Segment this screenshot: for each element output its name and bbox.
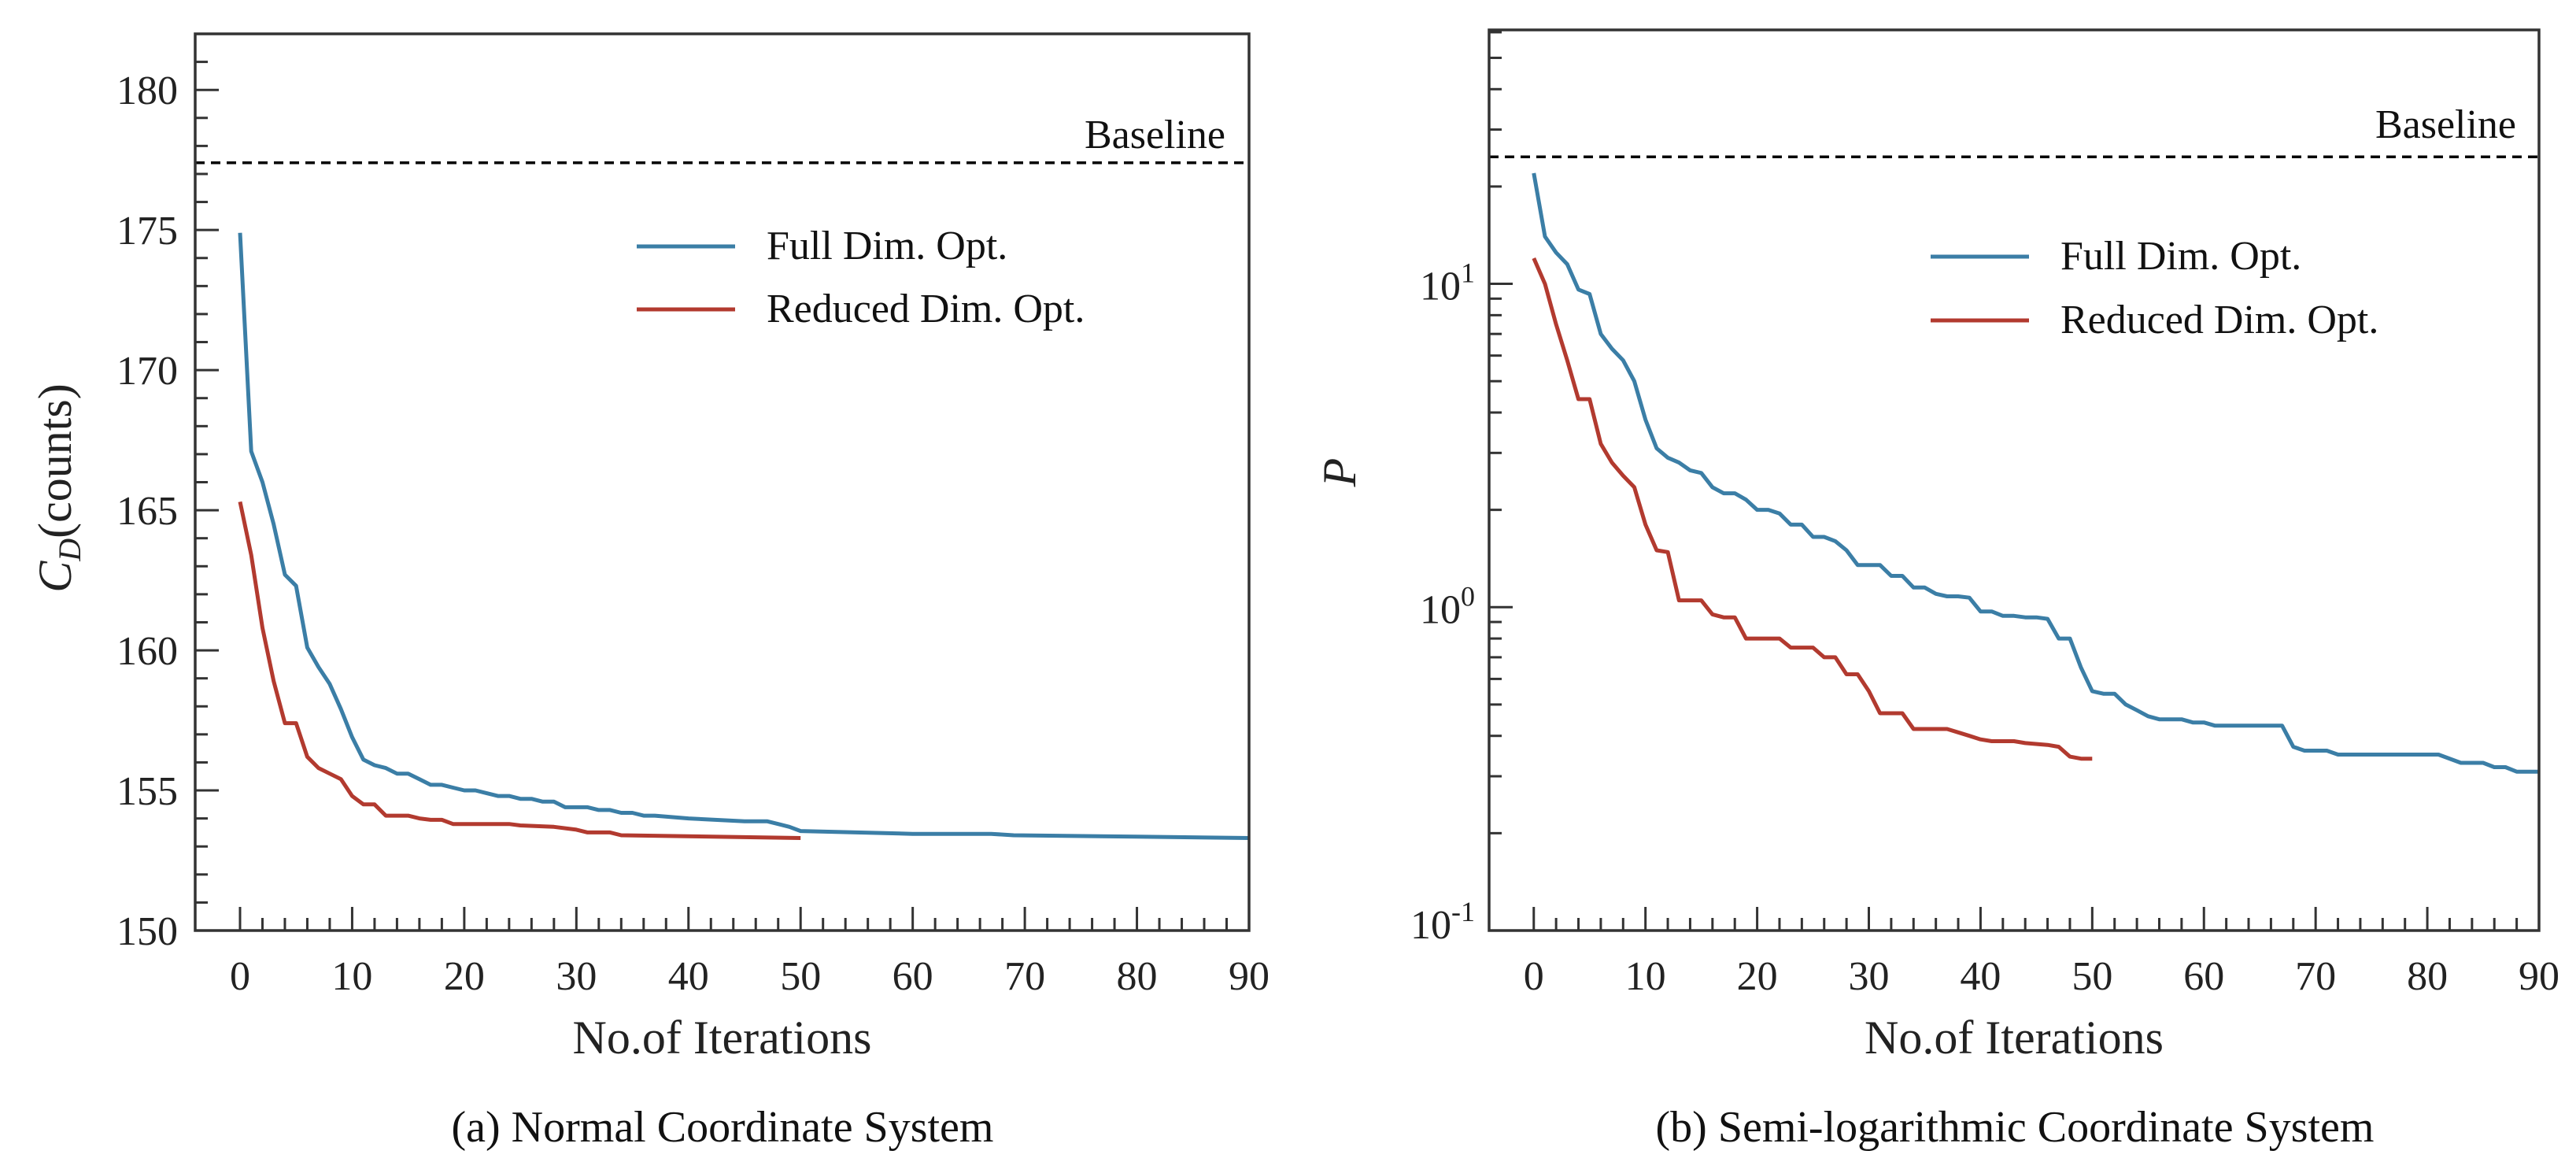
x-tick-label: 20: [1737, 954, 1778, 999]
series-line-full-dim-opt: [238, 232, 1250, 840]
x-tick-label: 30: [1849, 954, 1890, 999]
y-tick-label: 170: [116, 349, 178, 394]
x-tick-label: 40: [668, 954, 709, 999]
y-tick-base: 10: [1420, 265, 1461, 309]
x-tick-label: 70: [1004, 954, 1045, 999]
y-label-unit: (counts): [29, 383, 81, 538]
plot-frame: [1488, 28, 2541, 932]
legend-label: Full Dim. Opt.: [767, 224, 1007, 268]
y-tick-exponent: 0: [1461, 580, 1475, 612]
y-tick-label: 175: [116, 209, 178, 253]
x-tick-label: 50: [780, 954, 821, 999]
series-line-full-dim-opt: [1532, 172, 2539, 774]
y-tick-label: 160: [116, 629, 178, 674]
chart-panel-a: 0 10 20 30 40 50 60 70 80 90 150 155 160 165 170 175 180…: [29, 32, 1270, 1152]
y-tick-exponent: -1: [1451, 896, 1475, 927]
x-tick-label: 90: [1229, 954, 1270, 999]
x-tick-label: 70: [2295, 954, 2336, 999]
y-tick-label: 101: [1420, 257, 1475, 309]
x-tick-label: 0: [1524, 954, 1544, 999]
legend-label: Full Dim. Opt.: [2060, 234, 2301, 279]
x-axis-label: No.of Iterations: [573, 1012, 872, 1064]
y-tick-label: 10-1: [1410, 896, 1475, 948]
series-line-reduced-dim-opt: [1532, 257, 2093, 761]
x-tick-label: 50: [2072, 954, 2112, 999]
x-tick-label: 40: [1960, 954, 2001, 999]
y-tick-base: 10: [1410, 903, 1451, 948]
y-axis-label: CD(counts): [29, 383, 87, 593]
panel-caption: (a) Normal Coordinate System: [452, 1103, 994, 1152]
x-tick-label: 90: [2519, 954, 2559, 999]
x-tick-label: 80: [1117, 954, 1158, 999]
chart-panel-b: 0 10 20 30 40 50 60 70 80 9010-1100101BaselineFul…: [1314, 28, 2559, 1152]
y-axis-label: P: [1314, 458, 1366, 488]
x-tick-label: 60: [893, 954, 933, 999]
baseline-label: Baseline: [1085, 113, 1225, 157]
x-tick-label: 10: [1625, 954, 1666, 999]
y-tick-label: 100: [1420, 580, 1475, 632]
y-tick-base: 10: [1420, 587, 1461, 632]
plot-frame: [194, 32, 1251, 932]
x-tick-label: 0: [230, 954, 250, 999]
y-tick-label: 150: [116, 909, 178, 954]
x-tick-label: 10: [331, 954, 372, 999]
y-label-main: C: [29, 561, 81, 593]
x-tick-label: 80: [2407, 954, 2448, 999]
legend-label: Reduced Dim. Opt.: [767, 287, 1085, 331]
series-line-reduced-dim-opt: [238, 501, 801, 840]
y-label-subscript: D: [52, 538, 87, 562]
y-tick-label: 155: [116, 769, 178, 814]
y-label-main: P: [1314, 458, 1366, 488]
panel-caption: (b) Semi-logarithmic Coordinate System: [1656, 1103, 2375, 1152]
legend: Full Dim. Opt. Reduced Dim. Opt.: [637, 224, 1085, 331]
x-tick-label: 60: [2183, 954, 2224, 999]
y-tick-exponent: 1: [1461, 257, 1475, 289]
baseline-label: Baseline: [2375, 102, 2516, 147]
y-tick-label: 180: [116, 68, 178, 113]
x-tick-label: 20: [444, 954, 485, 999]
legend-label: Reduced Dim. Opt.: [2060, 298, 2378, 342]
y-tick-label: 165: [116, 489, 178, 534]
x-axis-label: No.of Iterations: [1865, 1012, 2164, 1064]
x-tick-label: 30: [556, 954, 597, 999]
legend: Full Dim. Opt. Reduced Dim. Opt.: [1931, 234, 2378, 342]
